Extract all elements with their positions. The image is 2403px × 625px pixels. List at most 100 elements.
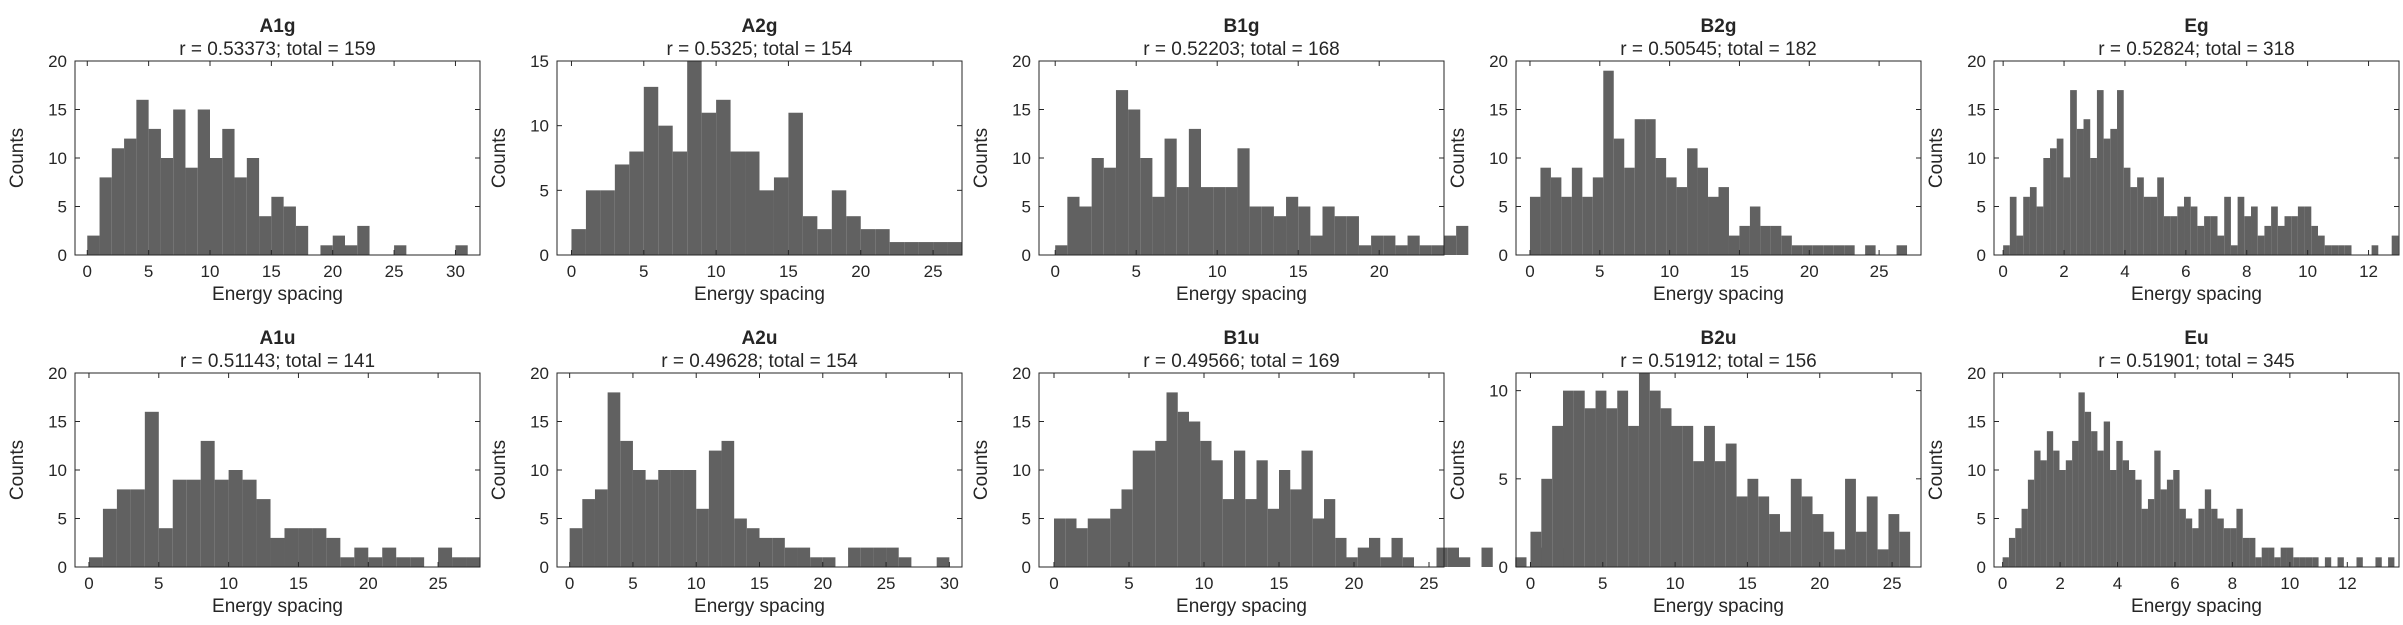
histogram-bar bbox=[234, 177, 247, 255]
histogram-bar bbox=[1419, 245, 1432, 255]
histogram-bar bbox=[1666, 177, 1677, 255]
histogram-bar bbox=[130, 489, 145, 567]
y-tick-label: 20 bbox=[48, 364, 67, 383]
histogram-bar bbox=[1866, 496, 1878, 567]
y-tick-label: 20 bbox=[1967, 52, 1986, 71]
y-tick-label: 0 bbox=[1977, 558, 1986, 577]
histogram-bar bbox=[1660, 408, 1672, 567]
histogram-bar bbox=[1833, 245, 1845, 255]
histogram-bar bbox=[185, 167, 198, 255]
y-tick-label: 15 bbox=[48, 413, 67, 432]
histogram-bar bbox=[2103, 421, 2111, 567]
histogram-bar bbox=[1823, 531, 1835, 567]
histogram-bar bbox=[1395, 245, 1408, 255]
x-tick-label: 0 bbox=[567, 262, 576, 281]
y-tick-label: 0 bbox=[58, 246, 67, 265]
x-tick-label: 10 bbox=[2280, 574, 2299, 593]
x-tick-label: 8 bbox=[2228, 574, 2237, 593]
histogram-bar bbox=[1402, 557, 1414, 567]
y-axis-label: Counts bbox=[1926, 440, 1947, 500]
histogram-bar bbox=[1322, 206, 1335, 255]
histogram-bar bbox=[585, 190, 601, 255]
histogram-bar bbox=[1144, 450, 1156, 567]
histogram-bar bbox=[295, 225, 309, 255]
subplot-title: A2g bbox=[742, 16, 778, 37]
histogram-bar bbox=[1055, 245, 1068, 255]
subplot-eg: 0 2 4 6 8 10 12 0 5 10 15 20 Egr = 0.52824; total = … bbox=[1926, 16, 2400, 305]
histogram-bar bbox=[2166, 479, 2174, 567]
subplot-title: A2u bbox=[742, 328, 778, 349]
histogram-bar bbox=[2179, 508, 2186, 567]
histogram-bar bbox=[2271, 206, 2278, 255]
histogram-bar bbox=[1152, 196, 1165, 255]
histogram-bar bbox=[1823, 245, 1834, 255]
histogram-bar bbox=[1436, 547, 1448, 567]
x-tick-label: 0 bbox=[1050, 262, 1059, 281]
histogram-bar bbox=[1456, 225, 1469, 255]
histogram-bar bbox=[410, 557, 425, 567]
histogram-bar bbox=[2192, 528, 2199, 567]
histogram-bar bbox=[312, 528, 327, 567]
histogram-bar bbox=[1550, 177, 1562, 255]
axes-box bbox=[556, 60, 963, 256]
histogram-bar bbox=[186, 479, 201, 567]
subplot-subtitle: r = 0.51901; total = 345 bbox=[2098, 351, 2295, 372]
subplot-subtitle: r = 0.53373; total = 159 bbox=[179, 39, 376, 60]
histogram-bar bbox=[1176, 187, 1189, 255]
y-tick-label: 20 bbox=[1967, 364, 1986, 383]
y-tick-label: 5 bbox=[58, 198, 67, 217]
histogram-bar bbox=[1697, 167, 1709, 255]
subplot-title: A1u bbox=[260, 328, 296, 349]
histogram-bar bbox=[270, 537, 285, 567]
subplot-subtitle: r = 0.51912; total = 156 bbox=[1620, 351, 1817, 372]
y-tick-label: 5 bbox=[540, 181, 549, 200]
histogram-bar bbox=[2015, 528, 2022, 567]
histogram-bar bbox=[2284, 216, 2292, 255]
histogram-bar bbox=[2277, 225, 2285, 255]
y-axis-label: Counts bbox=[7, 440, 28, 500]
histogram-bar bbox=[1407, 235, 1420, 255]
histogram-bar bbox=[298, 528, 313, 567]
x-tick-label: 0 bbox=[1049, 574, 1058, 593]
subplot-title: B1u bbox=[1224, 328, 1260, 349]
histogram-bar bbox=[745, 151, 760, 255]
histogram-bar bbox=[1371, 235, 1384, 255]
histogram-bar bbox=[116, 489, 131, 567]
histogram-bar bbox=[2059, 470, 2066, 567]
y-tick-label: 15 bbox=[1967, 101, 1986, 120]
histogram-bar bbox=[629, 151, 644, 255]
x-axis-label: Energy spacing bbox=[1653, 596, 1784, 617]
histogram-bar bbox=[1245, 499, 1257, 567]
axes-box bbox=[1515, 372, 1922, 568]
histogram-bar bbox=[831, 190, 847, 255]
histogram-bar bbox=[1334, 216, 1347, 255]
y-tick-label: 5 bbox=[1022, 510, 1031, 529]
histogram-bar bbox=[214, 479, 229, 567]
y-tick-label: 10 bbox=[1489, 149, 1508, 168]
histogram-bar bbox=[1391, 537, 1403, 567]
y-axis-label: Counts bbox=[971, 440, 992, 500]
histogram-bar bbox=[2063, 177, 2071, 255]
histogram-bar bbox=[1099, 518, 1111, 567]
histogram-bar bbox=[2091, 431, 2098, 567]
x-tick-label: 5 bbox=[1595, 262, 1604, 281]
histogram-bar bbox=[802, 216, 818, 255]
histogram-bar bbox=[2293, 557, 2300, 567]
histogram-bar bbox=[2009, 196, 2017, 255]
histogram-bar bbox=[1279, 470, 1291, 567]
histogram-bar bbox=[860, 229, 876, 255]
histogram-bar bbox=[1896, 245, 1908, 255]
histogram-bar bbox=[2084, 411, 2092, 567]
x-tick-label: 12 bbox=[2338, 574, 2357, 593]
histogram-bar bbox=[2264, 225, 2272, 255]
x-tick-label: 10 bbox=[1208, 262, 1227, 281]
x-tick-label: 5 bbox=[639, 262, 648, 281]
histogram-bar bbox=[1592, 177, 1604, 255]
x-tick-label: 20 bbox=[1345, 574, 1364, 593]
histogram-bar bbox=[716, 99, 731, 255]
y-tick-label: 5 bbox=[58, 510, 67, 529]
histogram-bar bbox=[2344, 245, 2352, 255]
histogram-bar bbox=[2217, 235, 2225, 255]
